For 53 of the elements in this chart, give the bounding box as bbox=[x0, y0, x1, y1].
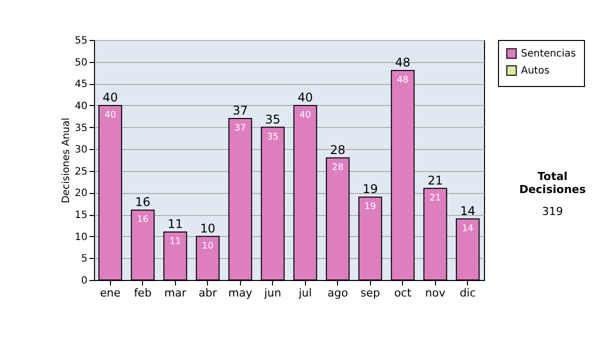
text: Total Decisiones bbox=[518, 170, 587, 196]
x-tick-label: nov bbox=[425, 286, 446, 300]
y-tick-label: 45 bbox=[74, 79, 88, 90]
y-tick-label: 25 bbox=[74, 166, 88, 178]
total-label: 48 bbox=[395, 56, 410, 70]
data-label: 16 bbox=[137, 215, 149, 226]
x-tick-label: feb bbox=[134, 286, 152, 300]
y-tick-label: 30 bbox=[74, 144, 88, 156]
x-tick-label: ene bbox=[100, 286, 121, 300]
x-tick-label: dic bbox=[460, 286, 476, 300]
total-label: 28 bbox=[330, 142, 346, 157]
total-label: 35 bbox=[265, 112, 280, 126]
data-label: 48 bbox=[397, 76, 409, 86]
y-tick-label: 40 bbox=[74, 100, 88, 112]
data-label: 10 bbox=[202, 241, 214, 252]
y-tick-label: 0 bbox=[81, 276, 88, 286]
total-label: 19 bbox=[362, 182, 378, 196]
x-tick-label: mar bbox=[164, 286, 187, 300]
total-label: 16 bbox=[135, 195, 150, 210]
data-label: 35 bbox=[267, 132, 278, 142]
total-label: 40 bbox=[102, 90, 118, 104]
data-label: 40 bbox=[104, 110, 116, 120]
x-tick-label: oct bbox=[394, 286, 412, 300]
data-label: 40 bbox=[300, 110, 312, 120]
x-tick-label: jul bbox=[298, 286, 312, 300]
data-label: 11 bbox=[170, 237, 181, 247]
y-axis-title: Decisiones Anual bbox=[60, 118, 72, 204]
x-tick-label: may bbox=[228, 286, 253, 300]
data-label: 28 bbox=[332, 162, 344, 173]
y-tick-label: 55 bbox=[74, 36, 88, 46]
y-tick-label: 15 bbox=[74, 210, 88, 222]
x-tick-label: abr bbox=[198, 286, 218, 300]
total-label: 10 bbox=[200, 221, 216, 236]
y-tick-label: 50 bbox=[74, 57, 88, 68]
y-tick-label: 20 bbox=[74, 188, 88, 200]
y-tick-label: 10 bbox=[74, 232, 88, 243]
y-tick-label: 5 bbox=[81, 254, 88, 265]
text: 319 bbox=[541, 205, 564, 218]
total-label: 14 bbox=[460, 204, 476, 218]
data-label: 37 bbox=[234, 124, 246, 134]
total-label: 21 bbox=[428, 173, 443, 188]
x-tick-label: sep bbox=[360, 286, 380, 300]
x-tick-label: ago bbox=[328, 286, 348, 300]
x-tick-label: jun bbox=[263, 286, 282, 300]
data-label: 21 bbox=[430, 193, 441, 204]
total-label: 11 bbox=[168, 217, 183, 231]
total-label: 40 bbox=[298, 90, 313, 104]
data-label: 19 bbox=[364, 202, 376, 212]
y-tick-label: 35 bbox=[74, 122, 88, 134]
data-label: 14 bbox=[462, 224, 474, 234]
legend-label: Autos bbox=[521, 66, 550, 76]
legend-label: Sentencias bbox=[521, 48, 576, 60]
total-label: 37 bbox=[232, 104, 248, 118]
